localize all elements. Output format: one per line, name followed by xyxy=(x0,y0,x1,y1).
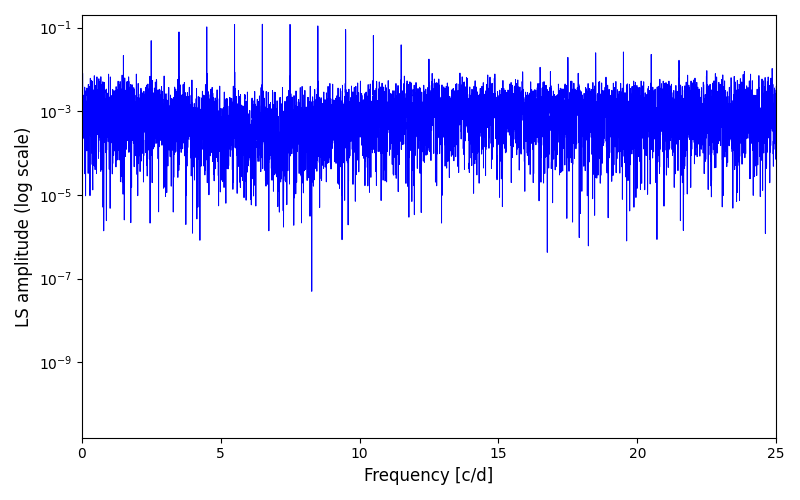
X-axis label: Frequency [c/d]: Frequency [c/d] xyxy=(364,467,494,485)
Y-axis label: LS amplitude (log scale): LS amplitude (log scale) xyxy=(15,126,33,326)
